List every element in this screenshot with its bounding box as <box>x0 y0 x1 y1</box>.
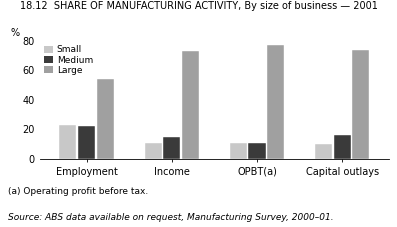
Bar <box>267 45 284 159</box>
Bar <box>163 137 180 159</box>
Bar <box>182 51 199 159</box>
Bar <box>59 125 76 159</box>
Bar <box>230 143 247 159</box>
Legend: Small, Medium, Large: Small, Medium, Large <box>44 45 93 75</box>
Bar <box>333 135 351 159</box>
Text: Source: ABS data available on request, Manufacturing Survey, 2000–01.: Source: ABS data available on request, M… <box>8 213 333 222</box>
Bar <box>78 126 95 159</box>
Bar <box>353 50 370 159</box>
Bar <box>315 144 332 159</box>
Text: (a) Operating profit before tax.: (a) Operating profit before tax. <box>8 187 148 196</box>
Bar <box>145 143 162 159</box>
Y-axis label: %: % <box>11 29 20 39</box>
Bar <box>97 79 114 159</box>
Text: 18.12  SHARE OF MANUFACTURING ACTIVITY, By size of business — 2001: 18.12 SHARE OF MANUFACTURING ACTIVITY, B… <box>19 1 378 11</box>
Bar <box>249 143 266 159</box>
